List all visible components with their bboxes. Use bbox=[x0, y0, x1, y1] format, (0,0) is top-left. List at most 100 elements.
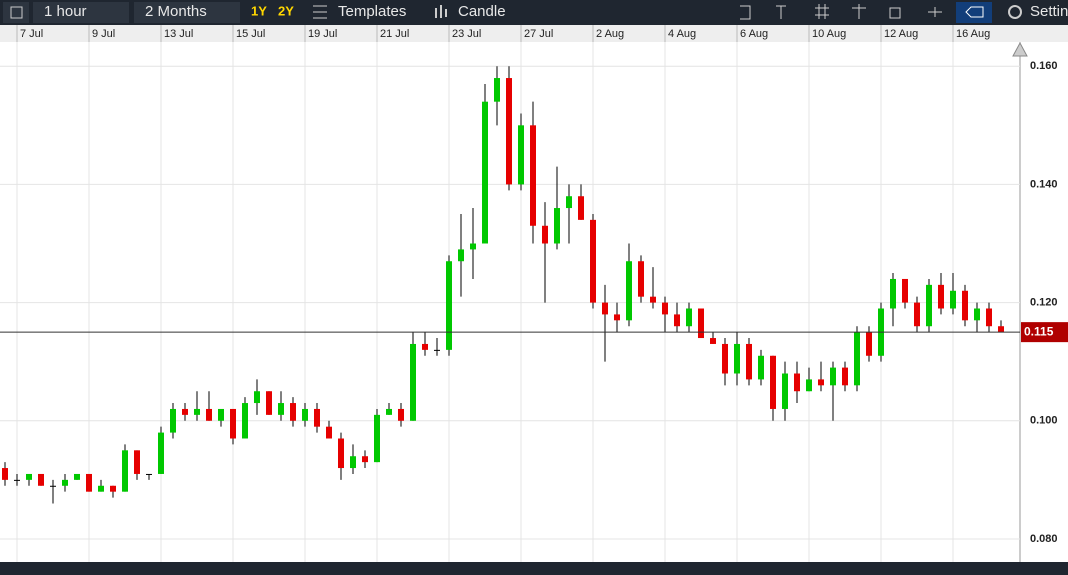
menu-button[interactable] bbox=[3, 2, 29, 23]
candle-body bbox=[470, 243, 476, 250]
candle-body bbox=[50, 485, 56, 487]
candle-body bbox=[746, 343, 752, 380]
x-tick-label: 4 Aug bbox=[668, 28, 696, 40]
candle-body bbox=[662, 302, 668, 315]
candle-body bbox=[482, 101, 488, 244]
candle-body bbox=[350, 456, 356, 469]
candle-body bbox=[62, 479, 68, 486]
candle-body bbox=[530, 125, 536, 226]
candle-body bbox=[818, 379, 824, 386]
candle-body bbox=[926, 284, 932, 327]
x-tick-label: 10 Aug bbox=[812, 28, 846, 40]
last-price-box bbox=[1021, 322, 1068, 343]
candle-body bbox=[14, 479, 20, 481]
candle-body bbox=[218, 408, 224, 421]
candle-body bbox=[782, 373, 788, 409]
candle-body bbox=[674, 314, 680, 327]
candle-body bbox=[314, 408, 320, 427]
x-tick-label: 13 Jul bbox=[164, 28, 193, 40]
last-price-label: 0.115 bbox=[1024, 324, 1054, 338]
candle-body bbox=[458, 249, 464, 262]
candle-body bbox=[626, 261, 632, 321]
x-tick-label: 21 Jul bbox=[380, 28, 409, 40]
range-button[interactable] bbox=[134, 2, 240, 23]
date-axis bbox=[0, 25, 1068, 42]
x-tick-label: 27 Jul bbox=[524, 28, 553, 40]
y-tick-label: 0.120 bbox=[1030, 296, 1058, 308]
tool-icons[interactable] bbox=[740, 4, 942, 20]
candle-body bbox=[806, 379, 812, 392]
candle-body bbox=[362, 456, 368, 463]
candle-body bbox=[290, 403, 296, 421]
x-tick-label: 7 Jul bbox=[20, 28, 43, 40]
candle-body bbox=[770, 355, 776, 409]
candle-body bbox=[638, 261, 644, 297]
candle-body bbox=[134, 450, 140, 474]
candle-body bbox=[86, 473, 92, 492]
candle-body bbox=[158, 432, 164, 474]
candle-body bbox=[902, 278, 908, 303]
menu-icon bbox=[10, 6, 23, 19]
interval[interactable]: 1 hour bbox=[44, 3, 87, 20]
candle-body bbox=[278, 403, 284, 415]
scale-handle[interactable] bbox=[1012, 41, 1028, 57]
candle-body bbox=[890, 278, 896, 309]
bottom-toolbar bbox=[0, 562, 1068, 575]
candle-body bbox=[506, 78, 512, 185]
x-tick-label: 9 Jul bbox=[92, 28, 115, 40]
candle-body bbox=[650, 296, 656, 303]
candle-body bbox=[170, 408, 176, 433]
candle-body bbox=[554, 208, 560, 244]
candle-body bbox=[410, 343, 416, 421]
active-tool[interactable] bbox=[956, 2, 992, 23]
candle-body bbox=[518, 125, 524, 185]
candle-body bbox=[578, 196, 584, 220]
range-2y[interactable]: 2Y bbox=[278, 3, 294, 18]
interval-button[interactable] bbox=[33, 2, 129, 23]
candle-body bbox=[446, 261, 452, 350]
candle-body bbox=[794, 373, 800, 392]
candle-body bbox=[722, 343, 728, 374]
candle-body bbox=[734, 343, 740, 374]
candle-body bbox=[2, 468, 8, 480]
candle-body bbox=[614, 314, 620, 321]
settings[interactable]: Settin bbox=[1030, 3, 1068, 20]
x-tick-label: 12 Aug bbox=[884, 28, 918, 40]
y-tick-label: 0.140 bbox=[1030, 178, 1058, 190]
candle-icon bbox=[435, 5, 447, 18]
x-tick-label: 15 Jul bbox=[236, 28, 265, 40]
y-tick-label: 0.160 bbox=[1030, 60, 1058, 72]
candle-body bbox=[758, 355, 764, 380]
candle-body bbox=[914, 302, 920, 327]
x-tick-label: 23 Jul bbox=[452, 28, 481, 40]
candle-body bbox=[986, 308, 992, 327]
candle-body bbox=[398, 408, 404, 421]
y-tick-label: 0.080 bbox=[1030, 533, 1058, 545]
candle-body bbox=[686, 308, 692, 327]
chart-style[interactable]: Candle bbox=[458, 3, 506, 20]
label-icon bbox=[965, 6, 984, 18]
candle-body bbox=[194, 408, 200, 415]
candle-body bbox=[242, 403, 248, 439]
candle-body bbox=[854, 332, 860, 386]
candle-body bbox=[950, 290, 956, 309]
templates-icon bbox=[313, 5, 327, 19]
candle-body bbox=[542, 225, 548, 244]
candle-body bbox=[386, 408, 392, 415]
range-1y[interactable]: 1Y bbox=[251, 3, 267, 18]
candle-body bbox=[938, 284, 944, 309]
range[interactable]: 2 Months bbox=[145, 3, 207, 20]
x-tick-label: 2 Aug bbox=[596, 28, 624, 40]
candle-body bbox=[26, 473, 32, 480]
candle-body bbox=[842, 367, 848, 386]
settings-icon bbox=[1008, 5, 1022, 19]
templates[interactable]: Templates bbox=[338, 3, 406, 20]
candle-body bbox=[710, 338, 716, 344]
candle-body bbox=[266, 391, 272, 415]
candle-body bbox=[830, 367, 836, 386]
candle-body bbox=[566, 196, 572, 209]
candle-body bbox=[602, 302, 608, 315]
x-tick-label: 19 Jul bbox=[308, 28, 337, 40]
candle-body bbox=[122, 450, 128, 492]
